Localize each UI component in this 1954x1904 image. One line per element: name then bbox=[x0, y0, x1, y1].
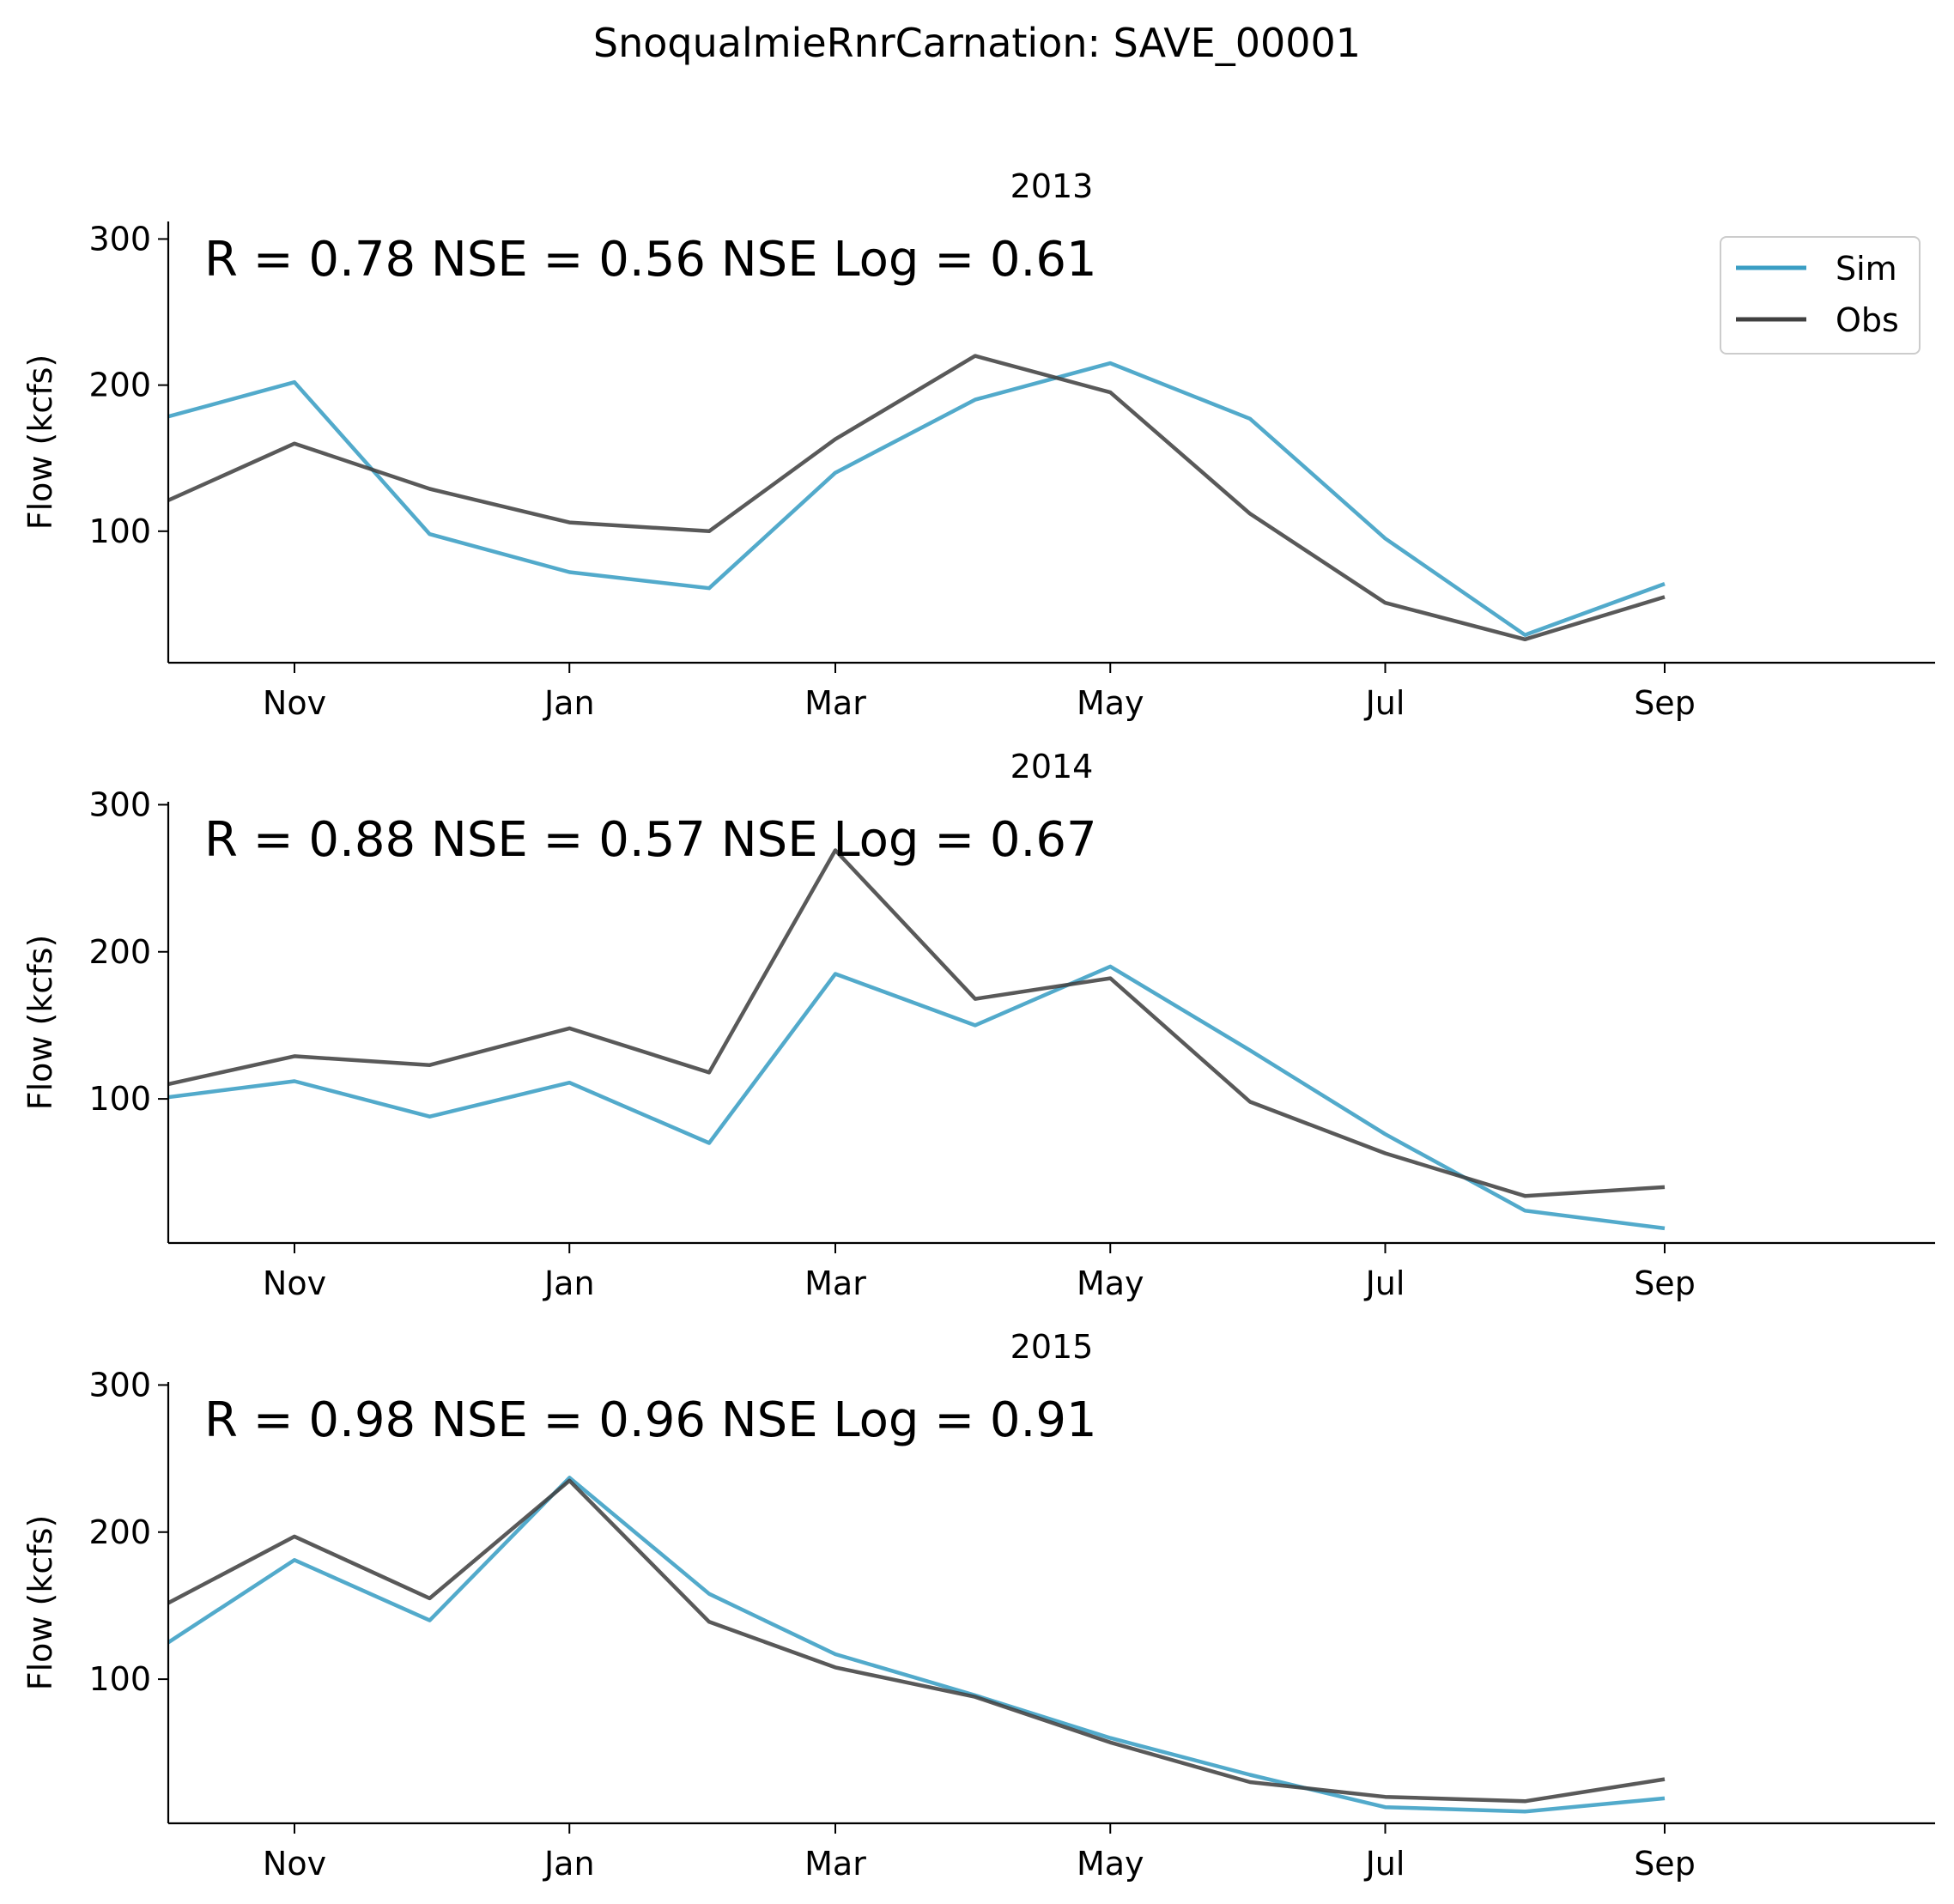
legend: Sim Obs bbox=[1720, 236, 1921, 355]
x-tick-label: Mar bbox=[804, 1845, 866, 1883]
x-tick-label: Jul bbox=[1364, 1845, 1405, 1883]
figure-suptitle: SnoqualmieRnrCarnation: SAVE_00001 bbox=[593, 20, 1361, 66]
panel-title: 2015 bbox=[1010, 1328, 1094, 1366]
x-tick-label: Jul bbox=[1364, 1264, 1405, 1302]
panel-2013: 100 200 300 Nov Jan Mar May Jul Sep Flow (kcfs) 20… bbox=[21, 167, 1935, 722]
stats-annotation: R = 0.88 NSE = 0.57 NSE Log = 0.67 bbox=[204, 812, 1097, 868]
series-line-sim bbox=[168, 1476, 1666, 1814]
series-lines bbox=[168, 1476, 1666, 1814]
x-tick-label: Nov bbox=[263, 1845, 326, 1883]
y-tick-label: 300 bbox=[88, 220, 151, 258]
x-tick-label: Mar bbox=[804, 1264, 866, 1302]
y-tick-label: 100 bbox=[88, 512, 151, 550]
y-tick-label: 200 bbox=[88, 367, 151, 404]
y-tick-label: 200 bbox=[88, 1513, 151, 1551]
y-axis-label: Flow (kcfs) bbox=[21, 1515, 59, 1691]
y-axis-label: Flow (kcfs) bbox=[21, 935, 59, 1111]
y-tick-label: 300 bbox=[88, 785, 151, 823]
y-tick-label: 100 bbox=[88, 1660, 151, 1698]
x-tick-label: Sep bbox=[1634, 684, 1696, 722]
series-line-obs bbox=[168, 354, 1666, 642]
series-line-obs bbox=[168, 848, 1666, 1198]
series-line-sim bbox=[168, 964, 1666, 1231]
x-tick-label: Nov bbox=[263, 684, 326, 722]
y-axis-label: Flow (kcfs) bbox=[21, 355, 59, 531]
y-tick-label: 200 bbox=[88, 933, 151, 971]
panel-title: 2013 bbox=[1010, 167, 1094, 205]
x-tick-label: May bbox=[1077, 684, 1144, 722]
x-tick-label: May bbox=[1077, 1845, 1144, 1883]
y-tick-label: 100 bbox=[88, 1080, 151, 1118]
legend-label-sim: Sim bbox=[1836, 250, 1897, 288]
x-tick-label: Sep bbox=[1634, 1845, 1696, 1883]
x-tick-label: Jul bbox=[1364, 684, 1405, 722]
panel-title: 2014 bbox=[1010, 748, 1094, 785]
panel-2014: 100 200 300 Nov Jan Mar May Jul Sep Flow (kcfs) 20… bbox=[21, 748, 1935, 1302]
stats-annotation: R = 0.98 NSE = 0.96 NSE Log = 0.91 bbox=[204, 1392, 1097, 1448]
series-lines bbox=[168, 848, 1666, 1231]
panels: 100 200 300 Nov Jan Mar May Jul Sep Flow (kcfs) 20… bbox=[21, 167, 1935, 1883]
x-tick-label: Mar bbox=[804, 684, 866, 722]
series-line-sim bbox=[168, 361, 1666, 637]
panel-2015: 100 200 300 Nov Jan Mar May Jul Sep Flow (kcfs) 20… bbox=[21, 1328, 1935, 1883]
x-tick-label: Jan bbox=[543, 1264, 595, 1302]
y-tick-label: 300 bbox=[88, 1366, 151, 1404]
x-tick-label: May bbox=[1077, 1264, 1144, 1302]
legend-label-obs: Obs bbox=[1836, 301, 1899, 339]
x-tick-label: Sep bbox=[1634, 1264, 1696, 1302]
series-line-obs bbox=[168, 1478, 1666, 1804]
stats-annotation: R = 0.78 NSE = 0.56 NSE Log = 0.61 bbox=[204, 232, 1097, 288]
x-tick-label: Nov bbox=[263, 1264, 326, 1302]
x-tick-label: Jan bbox=[543, 1845, 595, 1883]
x-tick-label: Jan bbox=[543, 684, 595, 722]
series-lines bbox=[168, 354, 1666, 642]
